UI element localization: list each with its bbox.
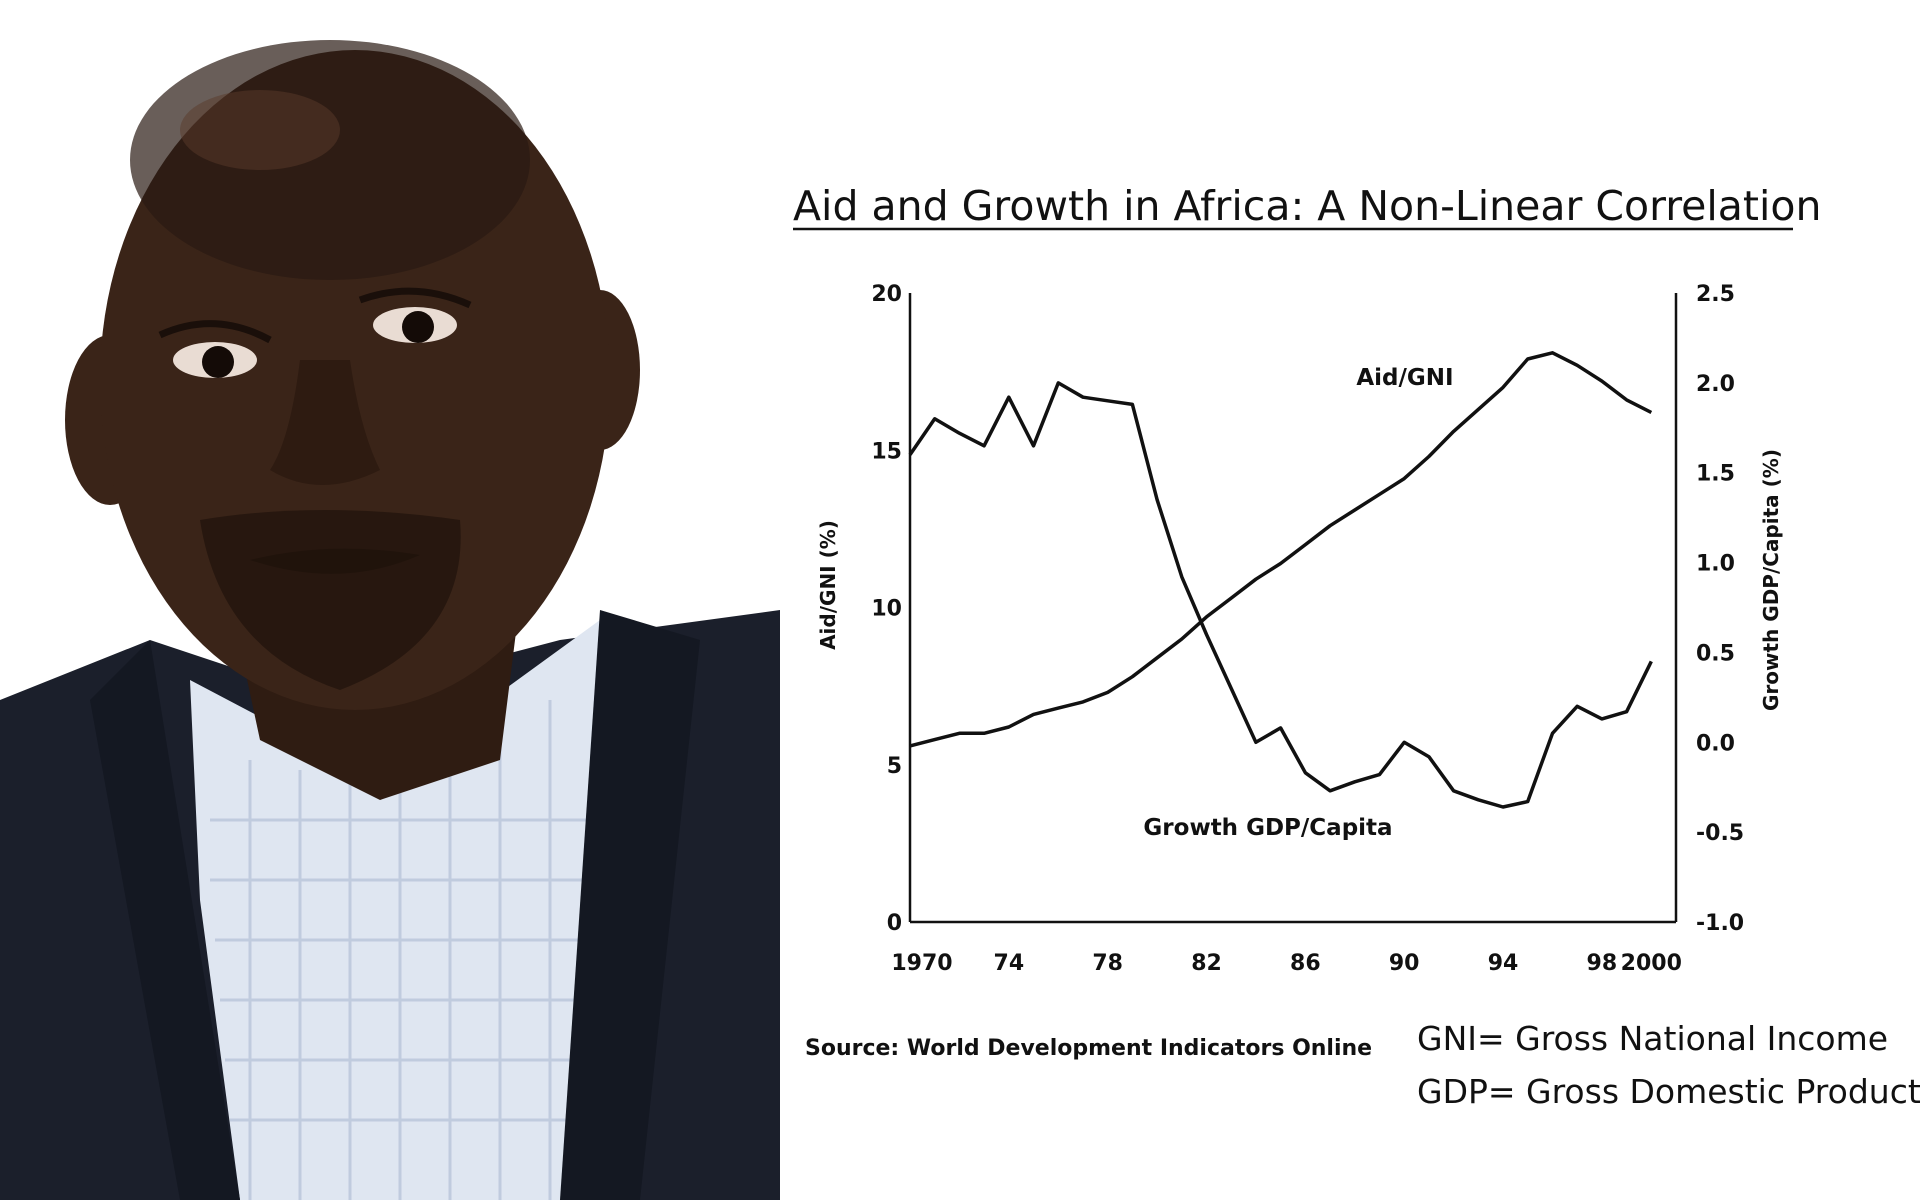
x-tick-label: 78 <box>1092 951 1123 976</box>
series-line-growth-gdp-capita <box>908 381 1653 809</box>
x-tick-label: 82 <box>1191 951 1222 976</box>
x-tick-label: 94 <box>1488 951 1519 976</box>
y-right-tick-label: -0.5 <box>1696 821 1744 846</box>
y-axis-left-title: Aid/GNI (%) <box>816 520 840 650</box>
x-tick-label: 86 <box>1290 951 1321 976</box>
chart-svg: Aid and Growth in Africa: A Non-Linear C… <box>793 182 1920 1111</box>
y-left-tick-label: 10 <box>871 597 902 622</box>
y-right-tick-label: 1.5 <box>1696 462 1735 487</box>
definition-gni: GNI= Gross National Income <box>1417 1019 1888 1058</box>
x-tick-label: 98 <box>1587 951 1618 976</box>
x-tick-label: 2000 <box>1621 951 1682 976</box>
y-right-tick-label: 0.5 <box>1696 641 1735 666</box>
y-left-tick-label: 5 <box>887 754 902 779</box>
series-line-aid-gni <box>909 351 1653 748</box>
chart-title: Aid and Growth in Africa: A Non-Linear C… <box>793 182 1821 230</box>
x-tick-label: 1970 <box>891 951 952 976</box>
portrait-photo <box>0 0 780 1200</box>
y-right-tick-label: 1.0 <box>1696 552 1735 577</box>
y-right-tick-labels: -1.0 -0.5 0.0 0.5 1.0 1.5 2.0 2.5 <box>1696 282 1744 936</box>
y-axis-right-title: Growth GDP/Capita (%) <box>1759 449 1783 711</box>
x-tick-label: 74 <box>994 951 1025 976</box>
x-tick-label: 90 <box>1389 951 1420 976</box>
portrait-illustration <box>0 0 780 1200</box>
source-note: Source: World Development Indicators Onl… <box>805 1036 1372 1061</box>
y-left-tick-label: 20 <box>871 282 902 307</box>
y-right-tick-label: 0.0 <box>1696 731 1735 756</box>
y-right-tick-label: 2.5 <box>1696 282 1735 307</box>
chart-panel: Aid and Growth in Africa: A Non-Linear C… <box>780 0 1920 1200</box>
y-left-tick-label: 0 <box>887 911 902 936</box>
y-right-tick-label: 2.0 <box>1696 372 1735 397</box>
y-left-tick-label: 15 <box>871 439 902 464</box>
x-tick-labels: 1970 74 78 82 86 90 94 98 2000 <box>891 951 1682 976</box>
series-label-growth-gdp-capita: Growth GDP/Capita <box>1143 815 1392 841</box>
y-left-tick-labels: 0 5 10 15 20 <box>871 282 902 936</box>
y-right-tick-label: -1.0 <box>1696 911 1744 936</box>
series-label-aid-gni: Aid/GNI <box>1356 365 1453 391</box>
definition-gdp: GDP= Gross Domestic Product <box>1417 1072 1920 1111</box>
shirt-shape <box>190 620 640 1200</box>
